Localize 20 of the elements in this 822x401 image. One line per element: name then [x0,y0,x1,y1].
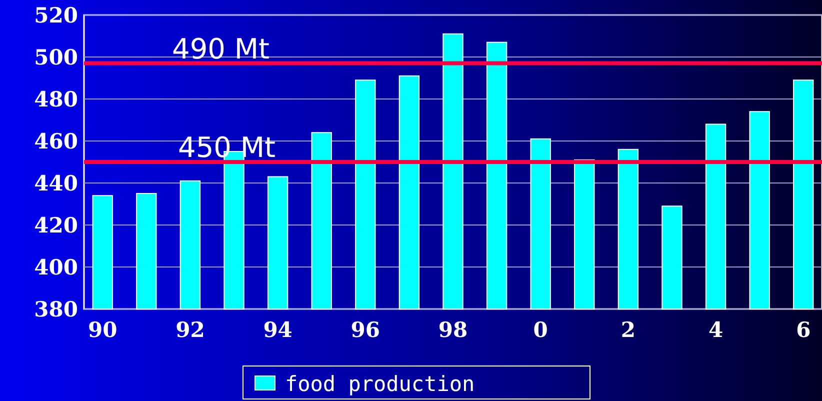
legend-label: food production [285,372,475,396]
y-tick-label: 440 [34,170,78,196]
x-tick-label: 4 [708,317,724,342]
y-tick-label: 500 [34,44,78,70]
ref-line-label: 490 Mt [172,32,270,66]
y-tick-label: 480 [34,86,78,112]
ref-line-label: 450 Mt [178,131,276,164]
y-tick-label: 400 [34,254,78,280]
y-tick-label: 420 [34,212,78,238]
x-tick-label: 6 [796,317,811,342]
x-tick-label: 96 [350,317,380,342]
x-tick-label: 98 [438,317,468,342]
x-tick-label: 0 [533,317,548,342]
x-tick-label: 90 [88,317,118,342]
x-tick-label: 2 [620,317,636,342]
y-tick-label: 520 [34,2,78,28]
x-tick-label: 94 [263,317,292,342]
y-tick-label: 460 [34,128,78,154]
x-tick-label: 92 [176,317,205,342]
y-tick-label: 380 [34,296,78,322]
